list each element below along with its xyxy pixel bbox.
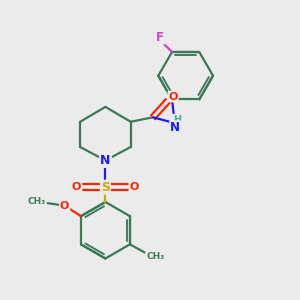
Text: N: N (170, 121, 180, 134)
Text: N: N (100, 154, 111, 167)
Text: CH₃: CH₃ (146, 252, 164, 261)
Text: CH₃: CH₃ (28, 197, 46, 206)
Text: O: O (72, 182, 81, 192)
Text: S: S (101, 181, 110, 194)
Text: O: O (169, 92, 178, 101)
Text: O: O (130, 182, 139, 192)
Text: N: N (100, 154, 111, 167)
Text: O: O (60, 201, 69, 211)
Text: H: H (173, 115, 181, 125)
Text: F: F (156, 31, 164, 44)
